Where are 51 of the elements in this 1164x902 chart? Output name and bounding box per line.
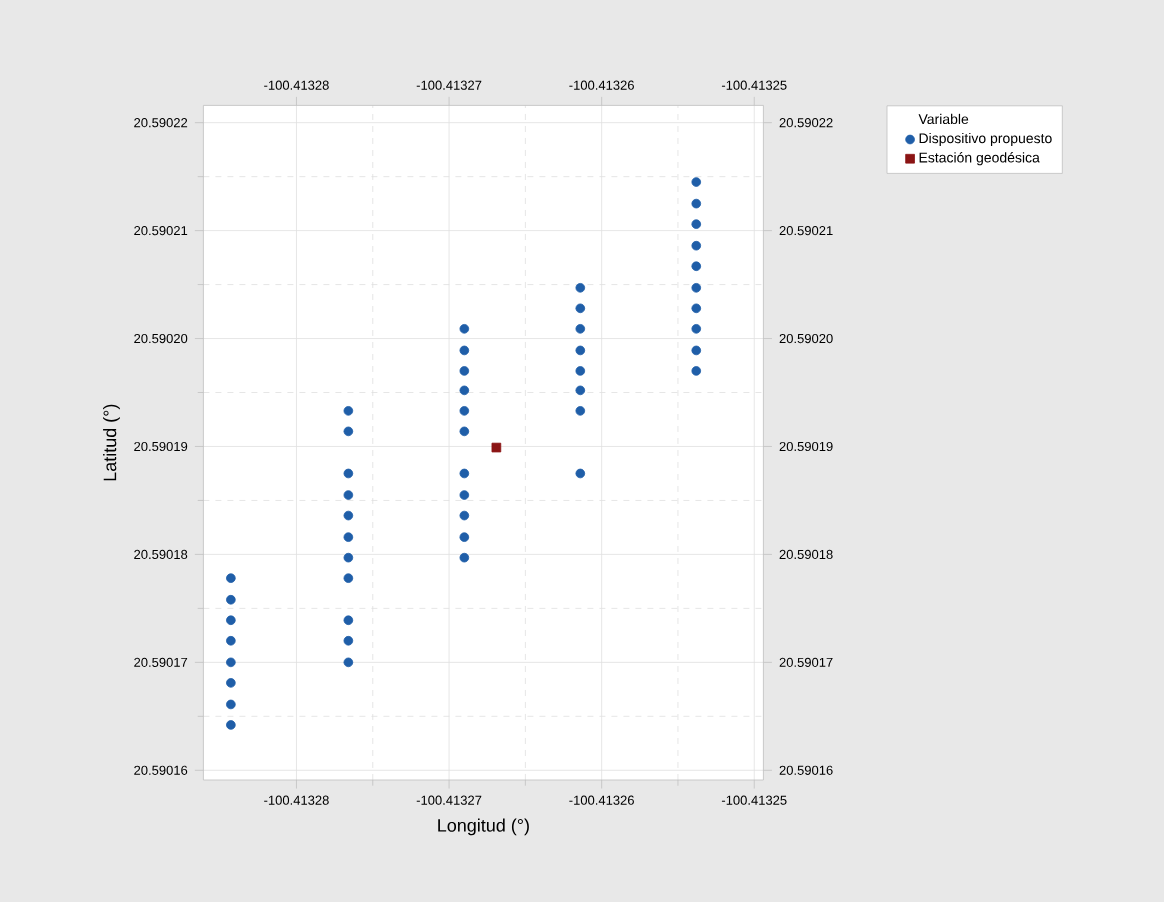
point (691, 345, 702, 356)
point (343, 532, 354, 542)
point (575, 406, 586, 416)
point (343, 468, 354, 479)
point (691, 198, 702, 209)
point (691, 366, 702, 376)
point (343, 426, 354, 437)
point (459, 532, 470, 542)
point (226, 594, 236, 605)
point (575, 345, 586, 356)
point (575, 303, 586, 314)
point (575, 468, 586, 479)
point (691, 261, 702, 272)
point (575, 324, 586, 334)
point (459, 552, 470, 563)
point (226, 720, 236, 730)
point (343, 635, 354, 646)
y-axis-title: Latitud (°) (103, 404, 120, 481)
point (226, 635, 236, 646)
point (226, 657, 236, 668)
point (575, 283, 586, 293)
point (691, 240, 702, 251)
point (459, 490, 470, 500)
point (343, 490, 354, 500)
point (459, 406, 470, 416)
x-axis-title: Longitud (°) (438, 818, 529, 836)
point (459, 426, 470, 437)
point (459, 468, 470, 479)
point (575, 385, 586, 396)
point (343, 573, 354, 583)
point (343, 615, 354, 626)
point (226, 573, 236, 583)
point (691, 324, 702, 334)
point (575, 366, 586, 376)
point (459, 345, 470, 356)
point (691, 303, 702, 314)
point (459, 510, 470, 521)
point (226, 699, 236, 710)
point (691, 177, 702, 187)
point (459, 366, 470, 376)
point (459, 324, 470, 334)
point (343, 657, 354, 668)
point (691, 219, 702, 229)
point (226, 678, 236, 688)
point (491, 442, 502, 453)
point (343, 406, 354, 416)
point (343, 552, 354, 563)
point (459, 385, 470, 396)
point (226, 615, 236, 626)
point (343, 510, 354, 521)
point (691, 283, 702, 293)
